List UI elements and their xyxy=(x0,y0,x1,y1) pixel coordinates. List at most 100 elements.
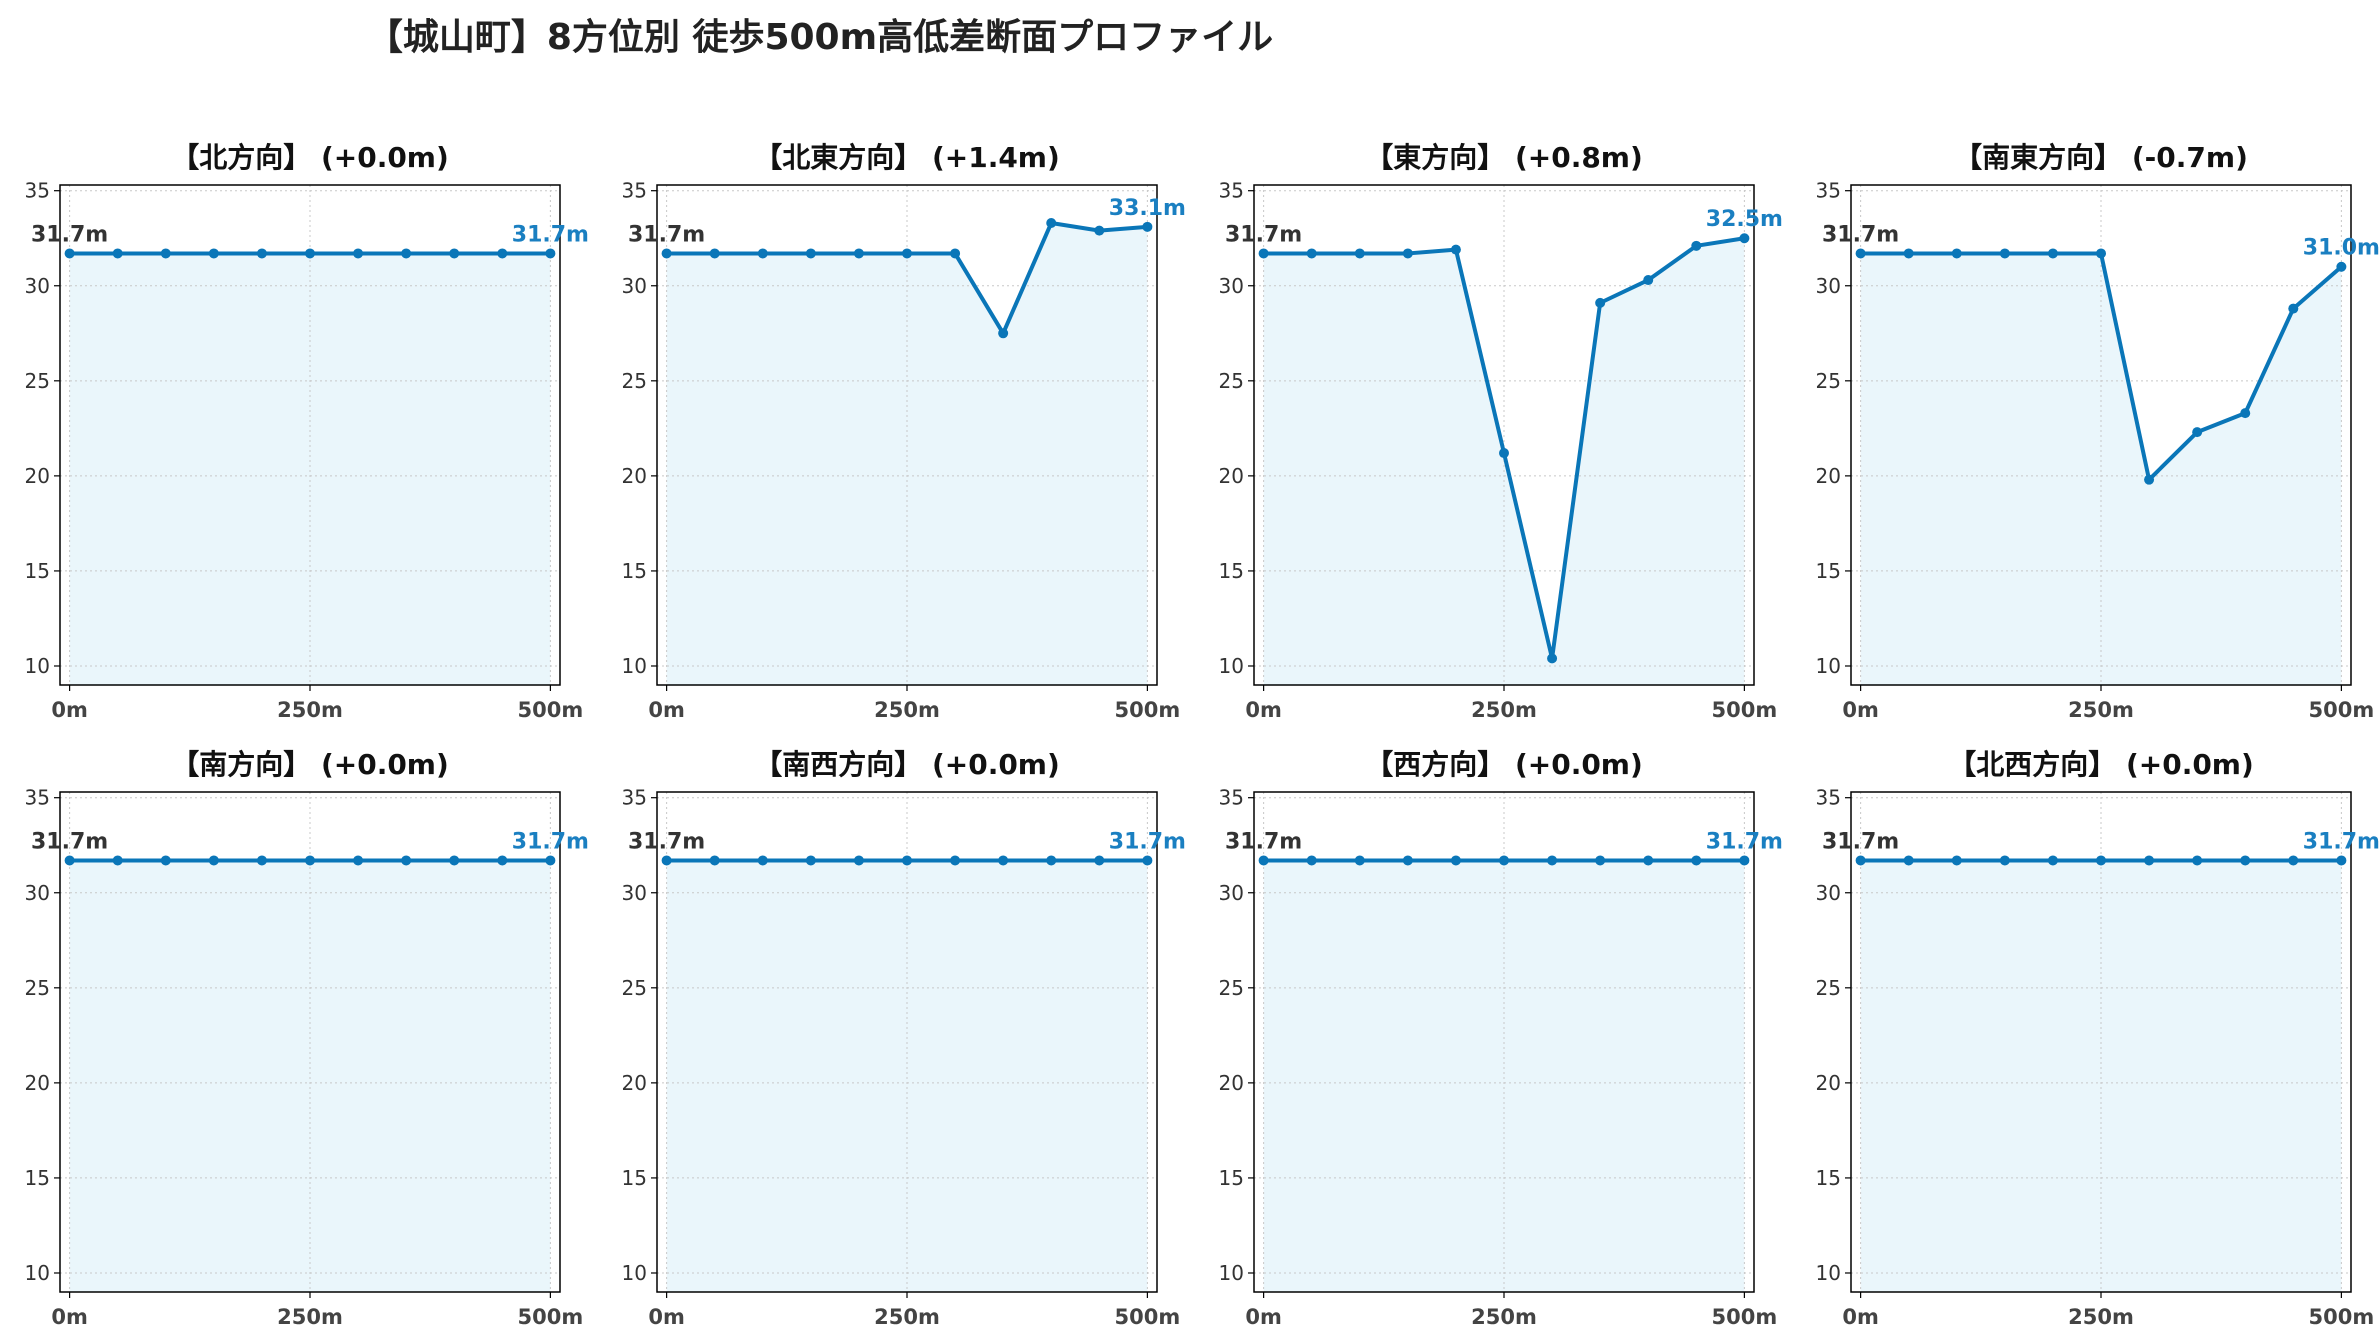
data-point xyxy=(208,248,219,259)
data-point xyxy=(1691,240,1702,251)
data-point xyxy=(1499,855,1509,866)
data-point xyxy=(305,855,315,866)
chart-panel-1: 10 15 20 25 30 35 0m 250m 500m 【北方向】 (+0.0m) 31.7m… xyxy=(25,141,589,722)
y-tick-label: 10 xyxy=(1219,1261,1244,1285)
data-point xyxy=(998,328,1009,339)
y-tick-label: 20 xyxy=(1219,464,1244,488)
panel-title: 【北西方向】 (+0.0m) xyxy=(1948,748,2254,781)
data-point xyxy=(1951,855,1962,866)
y-tick-label: 35 xyxy=(1219,179,1244,203)
data-point xyxy=(757,855,768,866)
data-point xyxy=(1999,248,2010,259)
data-point xyxy=(1354,248,1365,259)
y-tick-label: 35 xyxy=(1816,179,1841,203)
y-tick-label: 25 xyxy=(1816,976,1841,1000)
chart-panel-2: 10 15 20 25 30 35 0m 250m 500m 【北東方向】 (+1.4m) 31.7… xyxy=(622,141,1186,722)
x-tick-label: 250m xyxy=(2068,698,2134,722)
x-tick-label: 0m xyxy=(51,698,88,722)
y-tick-label: 25 xyxy=(1219,976,1244,1000)
data-point xyxy=(902,855,912,866)
data-point xyxy=(2096,248,2106,259)
start-value-label: 31.7m xyxy=(1225,222,1302,247)
x-tick-label: 250m xyxy=(1471,698,1537,722)
data-point xyxy=(1739,233,1750,244)
x-tick-label: 250m xyxy=(277,1305,343,1329)
data-point xyxy=(853,248,864,259)
y-tick-label: 15 xyxy=(1816,559,1841,583)
data-point xyxy=(2288,855,2299,866)
y-tick-label: 35 xyxy=(622,786,647,810)
data-point xyxy=(2240,855,2251,866)
data-point xyxy=(1643,855,1654,866)
data-point xyxy=(2336,261,2347,272)
y-tick-label: 30 xyxy=(1816,274,1841,298)
start-value-label: 31.7m xyxy=(1822,829,1899,854)
data-point xyxy=(1547,855,1558,866)
y-tick-label: 15 xyxy=(1816,1166,1841,1190)
y-tick-label: 25 xyxy=(1219,369,1244,393)
data-point xyxy=(1450,855,1461,866)
data-point xyxy=(353,248,364,259)
data-point xyxy=(2047,855,2058,866)
data-point xyxy=(1739,855,1750,866)
data-point xyxy=(1855,855,1866,866)
data-point xyxy=(256,248,267,259)
data-point xyxy=(64,248,75,259)
data-point xyxy=(2192,855,2203,866)
y-tick-label: 30 xyxy=(622,881,647,905)
data-point xyxy=(1094,855,1105,866)
y-tick-label: 10 xyxy=(25,1261,50,1285)
end-value-label: 33.1m xyxy=(1109,196,1186,221)
y-tick-label: 25 xyxy=(25,369,50,393)
x-tick-label: 500m xyxy=(1712,1305,1778,1329)
data-point xyxy=(1903,248,1914,259)
y-tick-label: 30 xyxy=(1219,881,1244,905)
y-tick-label: 35 xyxy=(1816,786,1841,810)
data-point xyxy=(1999,855,2010,866)
data-point xyxy=(1306,248,1317,259)
data-point xyxy=(2096,855,2106,866)
area-fill xyxy=(1860,860,2342,1292)
y-tick-label: 10 xyxy=(1816,1261,1841,1285)
data-point xyxy=(1142,221,1153,232)
data-point xyxy=(449,248,460,259)
area-fill xyxy=(1860,253,2342,685)
data-point xyxy=(1306,855,1317,866)
y-tick-label: 25 xyxy=(25,976,50,1000)
start-value-label: 31.7m xyxy=(1225,829,1302,854)
y-tick-label: 10 xyxy=(25,654,50,678)
data-point xyxy=(998,855,1009,866)
y-tick-label: 10 xyxy=(1816,654,1841,678)
data-point xyxy=(1595,297,1606,308)
x-tick-label: 250m xyxy=(277,698,343,722)
data-point xyxy=(1643,275,1654,286)
data-point xyxy=(353,855,364,866)
end-value-label: 31.7m xyxy=(1706,829,1783,854)
y-tick-label: 10 xyxy=(1219,654,1244,678)
data-point xyxy=(1142,855,1153,866)
x-tick-label: 250m xyxy=(874,1305,940,1329)
y-tick-label: 15 xyxy=(25,559,50,583)
data-point xyxy=(497,855,508,866)
end-value-label: 32.5m xyxy=(1706,207,1783,232)
data-point xyxy=(2336,855,2347,866)
x-tick-label: 500m xyxy=(1115,1305,1181,1329)
data-point xyxy=(709,248,720,259)
x-tick-label: 500m xyxy=(518,698,584,722)
y-tick-label: 20 xyxy=(25,1071,50,1095)
data-point xyxy=(2288,303,2299,314)
area-fill xyxy=(69,253,551,685)
y-tick-label: 30 xyxy=(622,274,647,298)
panel-title: 【東方向】 (+0.8m) xyxy=(1365,141,1643,174)
x-tick-label: 250m xyxy=(874,698,940,722)
y-tick-label: 30 xyxy=(1219,274,1244,298)
data-point xyxy=(401,248,412,259)
data-point xyxy=(112,855,123,866)
data-point xyxy=(1094,225,1105,236)
end-value-label: 31.7m xyxy=(512,829,589,854)
x-tick-label: 0m xyxy=(648,698,685,722)
start-value-label: 31.7m xyxy=(31,222,108,247)
data-point xyxy=(256,855,267,866)
end-value-label: 31.7m xyxy=(2303,829,2380,854)
